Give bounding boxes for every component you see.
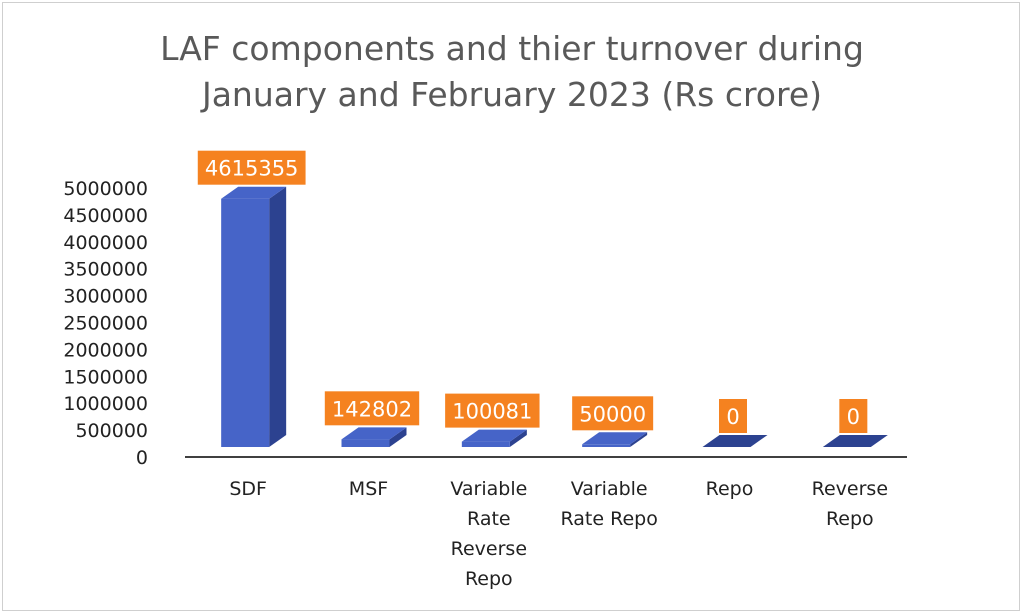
bar	[341, 439, 390, 447]
x-category-label: Repo	[465, 568, 513, 590]
y-tick-label: 1500000	[63, 366, 148, 388]
bar-side	[389, 427, 407, 447]
bar-top	[702, 435, 768, 447]
chart-title-line-2: January and February 2023 (Rs crore)	[201, 75, 823, 114]
y-tick-label: 5000000	[63, 178, 148, 200]
data-label: 0	[847, 405, 860, 429]
y-tick-label: 0	[136, 447, 148, 469]
x-category-label: Rate	[467, 508, 511, 530]
x-category-label: Variable	[450, 478, 527, 500]
bar-group: 100081	[445, 393, 540, 447]
bar-side	[269, 186, 287, 447]
bar-group: 4615355	[197, 150, 306, 447]
y-tick-label: 3000000	[63, 286, 148, 308]
data-label: 4615355	[205, 157, 299, 181]
data-label: 100081	[452, 400, 532, 424]
data-label-bg	[719, 399, 747, 433]
data-label-bg	[839, 399, 868, 433]
bar-top	[221, 186, 287, 199]
bar-group: 142802	[324, 391, 420, 447]
chart-title-line-1: LAF components and thier turnover during	[160, 29, 864, 68]
y-tick-label: 2000000	[63, 339, 148, 361]
data-label-bg	[197, 150, 306, 185]
x-category-label: SDF	[229, 478, 267, 500]
data-label: 0	[726, 405, 739, 429]
y-tick-label: 4000000	[63, 232, 148, 254]
bar	[461, 441, 510, 447]
x-category-label: Repo	[706, 478, 754, 500]
x-category-label: MSF	[349, 478, 388, 500]
bar-top	[341, 427, 407, 440]
x-category-label: Variable	[571, 478, 648, 500]
y-tick-label: 3500000	[63, 259, 148, 281]
y-tick-label: 500000	[75, 420, 148, 442]
bar-group: 50000	[572, 396, 654, 447]
data-label-bg	[572, 396, 654, 431]
data-label-bg	[324, 391, 420, 426]
bar-top	[461, 429, 527, 442]
bar-top	[822, 435, 888, 447]
x-category-label: Reverse	[451, 538, 527, 560]
data-label-bg	[445, 393, 540, 428]
data-label: 142802	[332, 397, 412, 421]
y-tick-label: 2500000	[63, 313, 148, 335]
x-category-label: Rate Repo	[560, 508, 657, 530]
x-category-label: Repo	[826, 508, 874, 530]
y-tick-label: 4500000	[63, 205, 148, 227]
bar	[582, 444, 631, 447]
bar-group: 0	[822, 399, 888, 447]
bar-side	[630, 432, 648, 447]
bar-side	[509, 429, 527, 447]
bar-group: 0	[702, 399, 768, 447]
bar	[221, 198, 270, 447]
y-tick-label: 1000000	[63, 393, 148, 415]
chart-title: LAF components and thier turnover during…	[0, 26, 1024, 118]
bar-top	[582, 432, 648, 445]
x-category-label: Reverse	[812, 478, 888, 500]
data-label: 50000	[579, 402, 646, 426]
